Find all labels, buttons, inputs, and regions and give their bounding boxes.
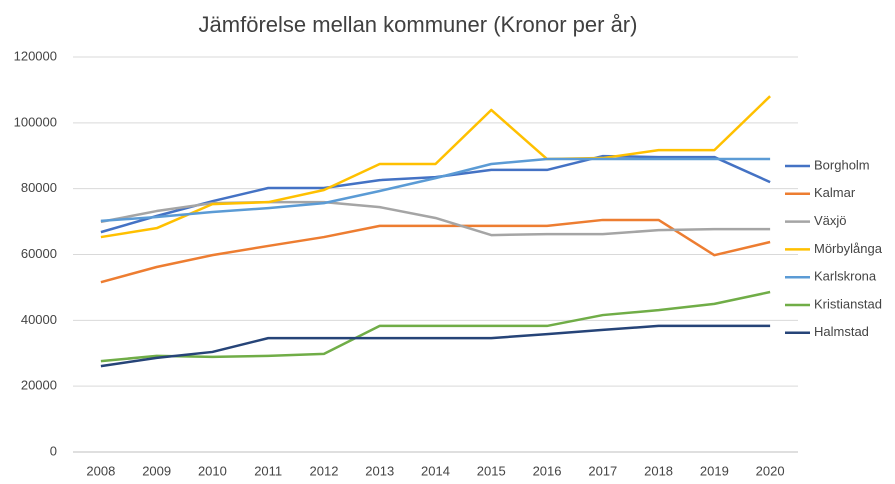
y-tick-label: 40000 bbox=[21, 312, 57, 327]
series-line bbox=[100, 200, 771, 237]
series-line bbox=[100, 154, 771, 234]
legend-label: Mörbylånga bbox=[814, 241, 883, 256]
y-tick-label: 20000 bbox=[21, 378, 57, 393]
series-line bbox=[100, 290, 771, 363]
legend-label: Karlskrona bbox=[814, 269, 877, 284]
y-tick-label: 60000 bbox=[21, 246, 57, 261]
x-tick-label: 2013 bbox=[365, 463, 394, 478]
legend-label: Kristianstad bbox=[814, 296, 882, 311]
series-line bbox=[100, 324, 771, 368]
x-tick-label: 2011 bbox=[254, 463, 282, 478]
series-line bbox=[100, 95, 771, 239]
legend-label: Kalmar bbox=[814, 185, 856, 200]
chart-title: Jämförelse mellan kommuner (Kronor per å… bbox=[199, 12, 638, 37]
x-tick-label: 2016 bbox=[533, 463, 562, 478]
legend-label: Halmstad bbox=[814, 324, 869, 339]
x-tick-label: 2010 bbox=[198, 463, 227, 478]
y-tick-label: 100000 bbox=[14, 114, 57, 129]
x-tick-label: 2018 bbox=[644, 463, 673, 478]
series-line bbox=[100, 157, 771, 223]
x-tick-label: 2015 bbox=[477, 463, 506, 478]
x-tick-label: 2020 bbox=[756, 463, 785, 478]
x-tick-label: 2017 bbox=[588, 463, 617, 478]
y-tick-label: 0 bbox=[50, 443, 57, 458]
series-line bbox=[100, 218, 771, 284]
x-tick-label: 2012 bbox=[310, 463, 339, 478]
x-tick-label: 2019 bbox=[700, 463, 729, 478]
y-tick-label: 120000 bbox=[14, 48, 57, 63]
x-tick-label: 2008 bbox=[86, 463, 115, 478]
legend-label: Växjö bbox=[814, 213, 847, 228]
y-tick-label: 80000 bbox=[21, 180, 57, 195]
legend-label: Borgholm bbox=[814, 157, 870, 172]
x-tick-label: 2014 bbox=[421, 463, 450, 478]
x-tick-label: 2009 bbox=[142, 463, 171, 478]
